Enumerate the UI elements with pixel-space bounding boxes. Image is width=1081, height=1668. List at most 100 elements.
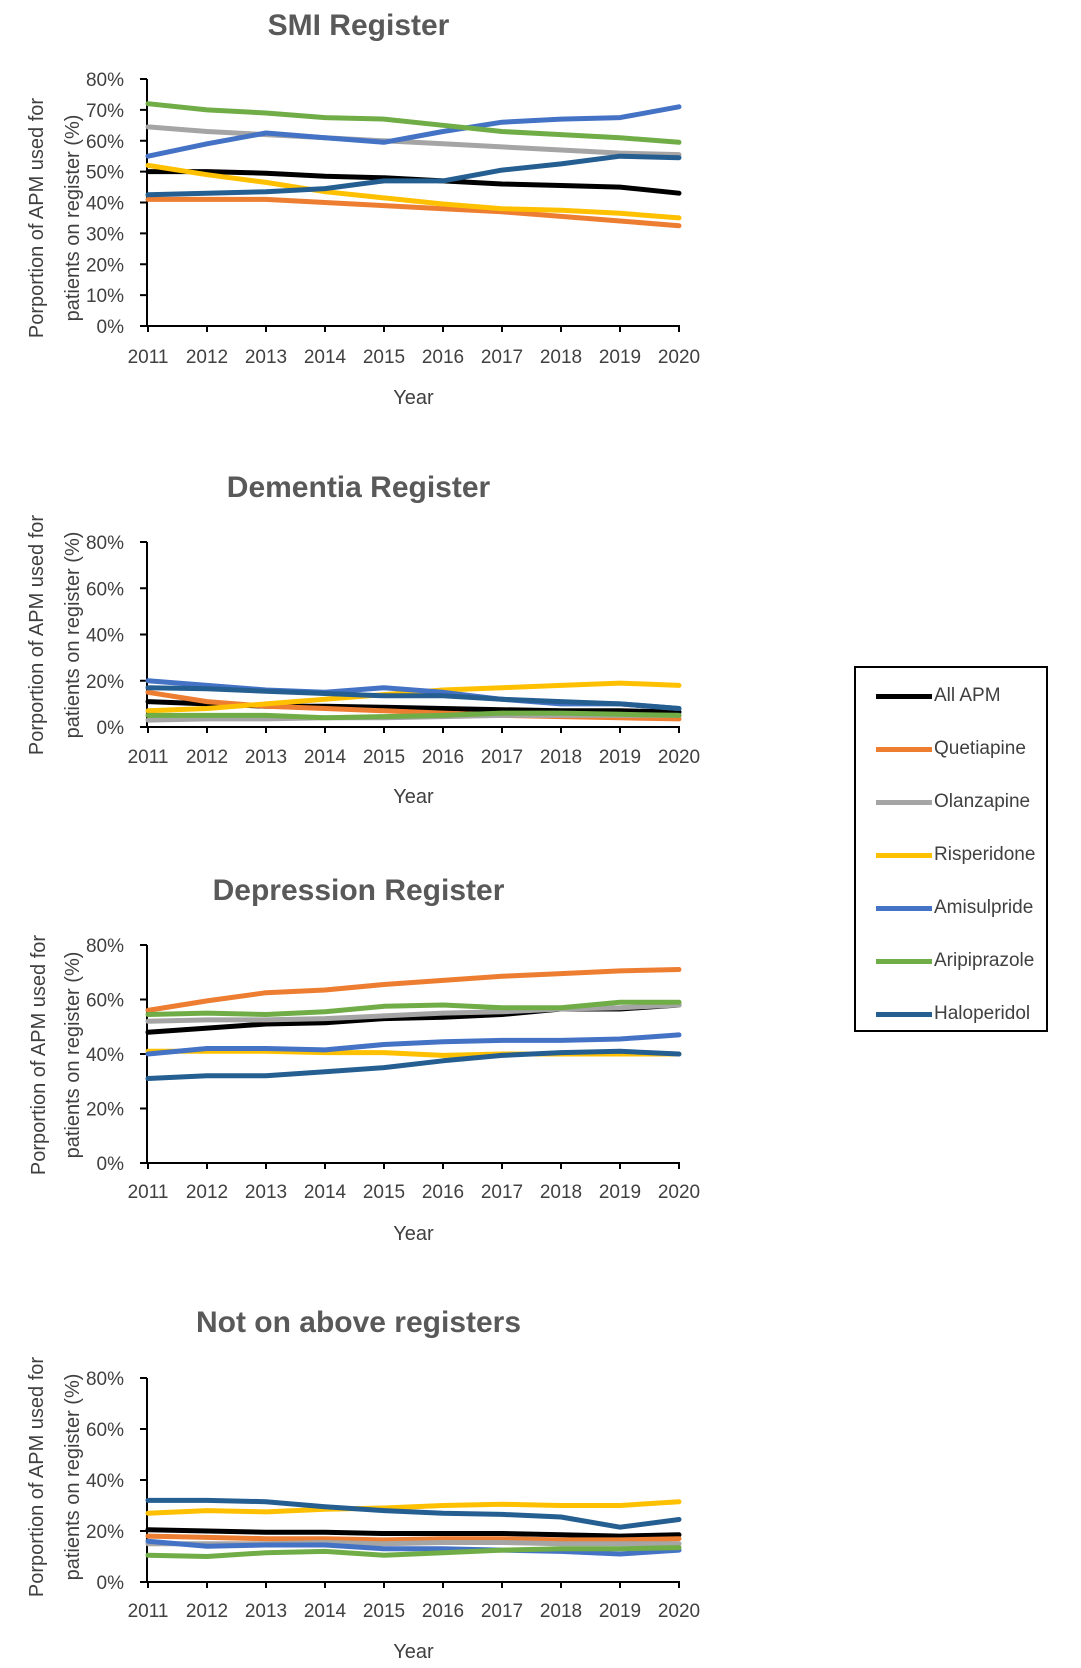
legend-item-amisulpride: Amisulpride [876,893,1033,923]
y-tick-label: 0% [97,718,125,739]
legend-swatch-aripiprazole [876,958,932,964]
x-tick-label: 2011 [128,747,169,768]
series-line-risperidone [145,162,682,221]
x-tick-label: 2019 [599,1182,641,1203]
series-line-risperidone [145,1499,682,1516]
legend-swatch-amisulpride [876,905,932,911]
series-line-aripiprazole [145,710,682,721]
x-tick-label: 2016 [422,1601,464,1622]
y-axis-label: patients on register (%) [62,115,84,322]
y-tick-label: 40% [86,1045,124,1066]
y-tick-label: 30% [86,224,124,245]
x-tick-label: 2018 [540,1601,582,1622]
x-tick-label: 2017 [481,347,523,368]
legend-swatch-olanzapine [876,799,932,805]
chart-title: Not on above registers [196,1306,521,1339]
y-tick-label: 80% [86,533,124,554]
series-line-haloperidol [145,153,682,198]
legend: All APM Quetiapine Olanzapine Risperidon… [854,666,1048,1032]
legend-item-haloperidol: Haloperidol [876,999,1030,1029]
legend-item-risperidone: Risperidone [876,840,1035,870]
x-tick-label: 2011 [128,347,169,368]
x-tick-label: 2019 [599,747,641,768]
x-tick-label: 2014 [304,1601,347,1622]
legend-swatch-all-apm [876,693,932,699]
chart-panel-depression-register: Depression Register 0% 20% 40% 60% 80% 2011 201… [28,874,700,1245]
series-line-quetiapine [145,196,682,229]
x-tick-label: 2015 [363,347,405,368]
y-axis-label: Porportion of APM used for [26,515,48,755]
y-tick-label: 0% [97,1154,125,1175]
x-tick-label: 2018 [540,347,582,368]
y-axis-label: patients on register (%) [62,532,84,739]
x-tick-label: 2011 [128,1601,169,1622]
series-line-haloperidol [145,685,682,711]
y-axis-label: Porportion of APM used for [26,98,48,338]
y-tick-label: 40% [86,194,124,215]
x-tick-label: 2013 [245,747,287,768]
x-tick-label: 2011 [128,1182,169,1203]
series-line-aripiprazole [145,101,682,145]
x-tick-label: 2020 [658,347,700,368]
x-tick-label: 2015 [363,1182,405,1203]
y-tick-label: 20% [86,1100,124,1121]
chart-title: Depression Register [213,874,505,907]
legend-swatch-quetiapine [876,746,932,752]
y-tick-label: 10% [86,286,124,307]
legend-label: Quetiapine [934,738,1026,759]
legend-label: Amisulpride [934,897,1034,918]
chart-panel-smi-register: SMI Register 0% 10% 20% 30% 40% 50% 60% 70% 80% 20… [26,9,700,409]
y-tick-label: 0% [97,1573,125,1594]
x-tick-label: 2012 [186,347,228,368]
y-tick-label: 0% [97,317,125,338]
y-axis-label: Porportion of APM used for [26,1357,48,1597]
y-tick-label: 20% [86,672,124,693]
legend-item-all-apm: All APM [876,681,1001,711]
y-tick-label: 40% [86,1471,124,1492]
legend-label: Haloperidol [934,1003,1031,1024]
y-tick-label: 60% [86,991,124,1012]
x-tick-label: 2014 [304,1182,347,1203]
x-axis-label: Year [393,387,434,409]
x-axis-label: Year [393,1223,434,1245]
y-tick-label: 70% [86,101,124,122]
y-tick-label: 50% [86,163,124,184]
series-line-aripiprazole [145,1545,682,1559]
legend-label: All APM [934,685,1001,706]
y-axis-label: patients on register (%) [62,1374,84,1581]
y-tick-label: 20% [86,255,124,276]
chart-title: Dementia Register [227,471,491,504]
y-tick-label: 60% [86,132,124,153]
series-line-amisulpride [145,1538,682,1557]
chart-panel-not-on-above-registers: Not on above registers 0% 20% 40% 60% 80% 2011… [26,1306,700,1663]
x-axis-label: Year [393,1641,434,1663]
x-tick-label: 2017 [481,747,523,768]
x-tick-label: 2013 [245,347,287,368]
x-tick-label: 2013 [245,1182,287,1203]
series-line-haloperidol [145,1497,682,1530]
series-line-olanzapine [145,1002,682,1024]
x-tick-label: 2019 [599,1601,641,1622]
chart-title: SMI Register [268,9,450,42]
legend-item-quetiapine: Quetiapine [876,734,1026,764]
y-axis-label: patients on register (%) [62,952,84,1159]
legend-item-aripiprazole: Aripiprazole [876,946,1034,976]
series-line-all-apm [145,1527,682,1539]
x-tick-label: 2013 [245,1601,287,1622]
chart-panel-dementia-register: Dementia Register 0% 20% 40% 60% 80% 2011 2012 2… [26,471,700,808]
series-line-amisulpride [145,104,682,159]
x-tick-label: 2016 [422,1182,464,1203]
x-tick-label: 2018 [540,1182,582,1203]
x-tick-label: 2012 [186,1182,228,1203]
x-tick-label: 2012 [186,747,228,768]
legend-item-olanzapine: Olanzapine [876,787,1030,817]
x-tick-label: 2019 [599,347,641,368]
y-tick-label: 20% [86,1522,124,1543]
x-tick-label: 2017 [481,1182,523,1203]
series-line-haloperidol [145,1048,682,1081]
y-tick-label: 40% [86,626,124,647]
x-tick-label: 2012 [186,1601,228,1622]
series-line-amisulpride [145,1032,682,1057]
x-tick-label: 2016 [422,747,464,768]
